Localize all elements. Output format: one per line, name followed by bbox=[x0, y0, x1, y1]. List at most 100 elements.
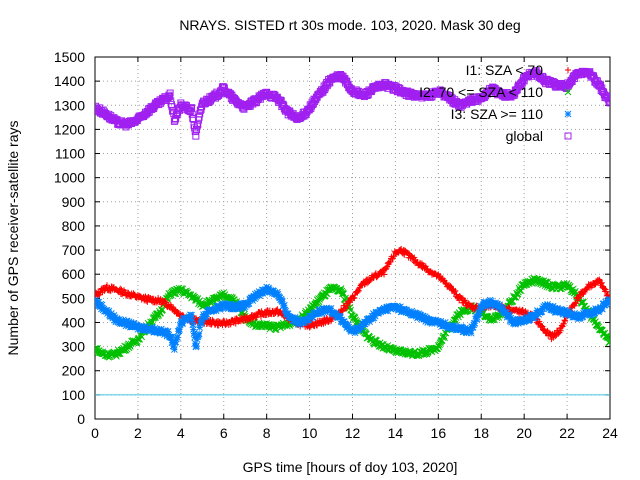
y-tick-label: 100 bbox=[62, 387, 86, 403]
data-point bbox=[162, 299, 169, 306]
data-point bbox=[320, 305, 328, 312]
data-point bbox=[482, 303, 490, 310]
data-point bbox=[245, 300, 253, 308]
data-point bbox=[190, 326, 197, 333]
x-tick-label: 8 bbox=[263, 425, 271, 441]
data-point bbox=[256, 292, 264, 300]
y-tick-label: 300 bbox=[62, 339, 86, 355]
y-tick-label: 500 bbox=[62, 290, 86, 306]
data-point bbox=[111, 314, 119, 321]
data-point bbox=[169, 338, 176, 346]
data-point bbox=[463, 329, 471, 337]
data-point bbox=[344, 321, 352, 329]
data-point bbox=[149, 323, 156, 331]
data-point bbox=[190, 330, 198, 337]
legend-label: global bbox=[506, 128, 543, 144]
data-point bbox=[447, 283, 454, 290]
data-point bbox=[441, 277, 448, 284]
data-point bbox=[509, 316, 517, 324]
data-point bbox=[340, 290, 348, 298]
x-tick-label: 22 bbox=[559, 425, 575, 441]
data-point bbox=[351, 314, 359, 322]
data-point bbox=[127, 319, 135, 326]
data-point bbox=[98, 350, 106, 357]
data-point bbox=[172, 306, 179, 313]
data-point bbox=[171, 116, 179, 124]
series-group bbox=[95, 67, 610, 361]
x-tick-label: 0 bbox=[91, 425, 99, 441]
data-point bbox=[604, 95, 610, 103]
data-point bbox=[452, 322, 459, 330]
data-point bbox=[337, 285, 345, 292]
data-point bbox=[118, 286, 125, 293]
y-tick-label: 1200 bbox=[54, 121, 85, 137]
data-point bbox=[417, 311, 425, 319]
data-point bbox=[508, 318, 515, 326]
data-point bbox=[358, 323, 366, 331]
data-point bbox=[309, 314, 317, 321]
data-point bbox=[370, 275, 377, 282]
data-point bbox=[576, 314, 584, 322]
data-point bbox=[506, 311, 514, 319]
legend-marker bbox=[565, 67, 571, 73]
data-point bbox=[279, 298, 286, 305]
y-tick-label: 200 bbox=[62, 363, 86, 379]
y-tick-label: 400 bbox=[62, 314, 86, 330]
data-point bbox=[195, 113, 203, 121]
data-point bbox=[194, 121, 202, 129]
data-point bbox=[603, 288, 610, 295]
data-point bbox=[538, 308, 546, 315]
legend-marker bbox=[564, 88, 572, 96]
data-point bbox=[473, 315, 481, 323]
data-point bbox=[213, 293, 221, 301]
data-point bbox=[284, 310, 292, 317]
data-point bbox=[602, 298, 609, 306]
axis-ticks: 0 2 4 6 8 10 12 14 16 18 20 22 240100200300400500600… bbox=[54, 49, 618, 441]
data-point bbox=[603, 92, 610, 100]
data-point bbox=[346, 299, 353, 306]
data-point bbox=[315, 298, 323, 306]
legend-marker bbox=[564, 110, 572, 118]
data-point bbox=[120, 316, 127, 324]
y-tick-label: 1000 bbox=[54, 170, 85, 186]
data-point bbox=[344, 302, 351, 309]
data-point bbox=[467, 329, 475, 337]
data-point bbox=[294, 317, 301, 324]
data-point bbox=[598, 84, 606, 92]
data-point bbox=[166, 89, 174, 97]
data-point bbox=[178, 318, 186, 326]
data-point bbox=[363, 319, 370, 326]
data-point bbox=[517, 287, 525, 295]
data-point bbox=[164, 328, 172, 335]
data-point bbox=[383, 264, 390, 271]
data-point bbox=[355, 287, 362, 294]
data-point bbox=[375, 272, 382, 279]
data-point bbox=[225, 304, 233, 312]
x-tick-label: 18 bbox=[473, 425, 489, 441]
data-point bbox=[562, 317, 569, 324]
y-tick-label: 1100 bbox=[55, 146, 85, 162]
data-point bbox=[193, 342, 200, 350]
x-tick-label: 6 bbox=[220, 425, 228, 441]
data-point bbox=[318, 310, 326, 317]
data-point bbox=[538, 322, 545, 329]
data-point bbox=[557, 327, 564, 334]
data-point bbox=[606, 99, 610, 107]
data-point bbox=[340, 318, 348, 325]
data-point bbox=[218, 304, 226, 311]
data-point bbox=[356, 285, 363, 292]
data-point bbox=[351, 329, 359, 337]
y-tick-label: 0 bbox=[77, 411, 85, 427]
x-tick-label: 14 bbox=[388, 425, 404, 441]
data-point bbox=[130, 290, 137, 297]
x-tick-label: 4 bbox=[177, 425, 185, 441]
y-tick-label: 1500 bbox=[54, 49, 85, 65]
data-point bbox=[532, 312, 540, 320]
data-point bbox=[519, 307, 526, 314]
data-point bbox=[424, 319, 431, 326]
data-point bbox=[591, 282, 598, 289]
data-point bbox=[202, 312, 210, 320]
data-point bbox=[561, 317, 568, 324]
data-point bbox=[361, 281, 368, 288]
